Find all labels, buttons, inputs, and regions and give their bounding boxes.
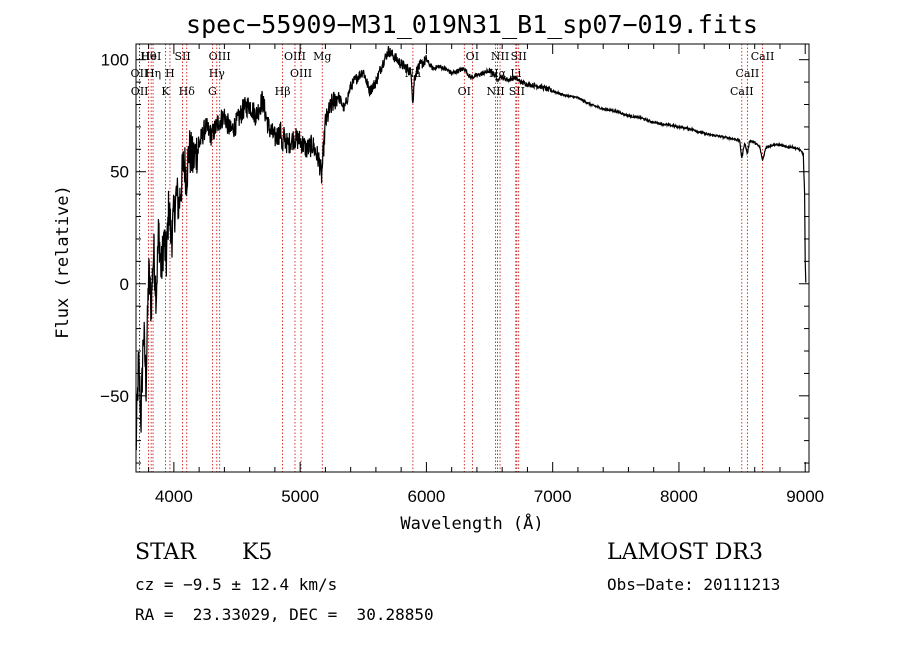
line-label: Mg [313, 50, 331, 63]
line-label: H [165, 67, 175, 80]
x-tick-label: 8000 [660, 487, 698, 506]
x-axis: 4000 5000 6000 7000 8000 9000 [148, 44, 824, 506]
line-label: CaII [736, 67, 760, 80]
line-label: OIII [284, 50, 306, 63]
x-tick-label: 6000 [407, 487, 445, 506]
observation-date: Obs−Date: 20111213 [607, 575, 781, 594]
line-label: OI [458, 85, 471, 98]
survey-name: LAMOST DR3 [607, 540, 763, 565]
line-label: G [208, 85, 217, 98]
plot-frame [135, 43, 810, 473]
y-tick-label: 0 [120, 275, 129, 294]
x-tick-label: 9000 [786, 487, 824, 506]
x-tick-label: 5000 [281, 487, 319, 506]
line-label: Hδ [179, 85, 196, 98]
y-axis-label: Flux (relative) [53, 185, 73, 339]
y-axis: −50 0 50 100 [100, 51, 809, 464]
line-label: SII [174, 50, 190, 63]
spectrum-line [135, 46, 807, 451]
line-label: Hβ [275, 85, 291, 98]
line-label: SII [511, 50, 527, 63]
line-label: CaII [730, 85, 754, 98]
x-tick-label: 7000 [534, 487, 572, 506]
coordinates: RA = 23.33029, DEC = 30.28850 [135, 605, 434, 624]
line-label: NII [491, 50, 509, 63]
y-tick-label: 100 [101, 51, 129, 70]
x-axis-label: Wavelength (Å) [400, 512, 543, 534]
line-label: HeI [141, 50, 161, 63]
line-label: Li [510, 67, 521, 80]
line-label: OIII [209, 50, 231, 63]
line-label: SII [509, 85, 525, 98]
line-label: OIII [290, 67, 312, 80]
object-subclass: K5 [242, 540, 273, 565]
object-class: STAR [135, 540, 196, 565]
line-label: Hγ [209, 67, 226, 80]
x-tick-label: 4000 [155, 487, 193, 506]
line-label: OII [131, 85, 149, 98]
line-label: CaII [751, 50, 775, 63]
y-tick-label: 50 [110, 163, 129, 182]
redshift-cz: cz = −9.5 ± 12.4 km/s [135, 575, 338, 594]
y-tick-label: −50 [100, 387, 129, 406]
spectrum-chart: spec−55909−M31_019N31_B1_sp07−019.fits H… [53, 10, 824, 534]
line-label: Hη [145, 67, 161, 80]
spectral-line-markers: HθOIIOIIHeIHηKSIIHHδOIIIHγGOIIIOIIIHβMgN… [131, 44, 775, 472]
chart-title: spec−55909−M31_019N31_B1_sp07−019.fits [186, 10, 758, 39]
line-label: NII [486, 85, 504, 98]
line-label: OI [466, 50, 479, 63]
line-label: K [161, 85, 170, 98]
